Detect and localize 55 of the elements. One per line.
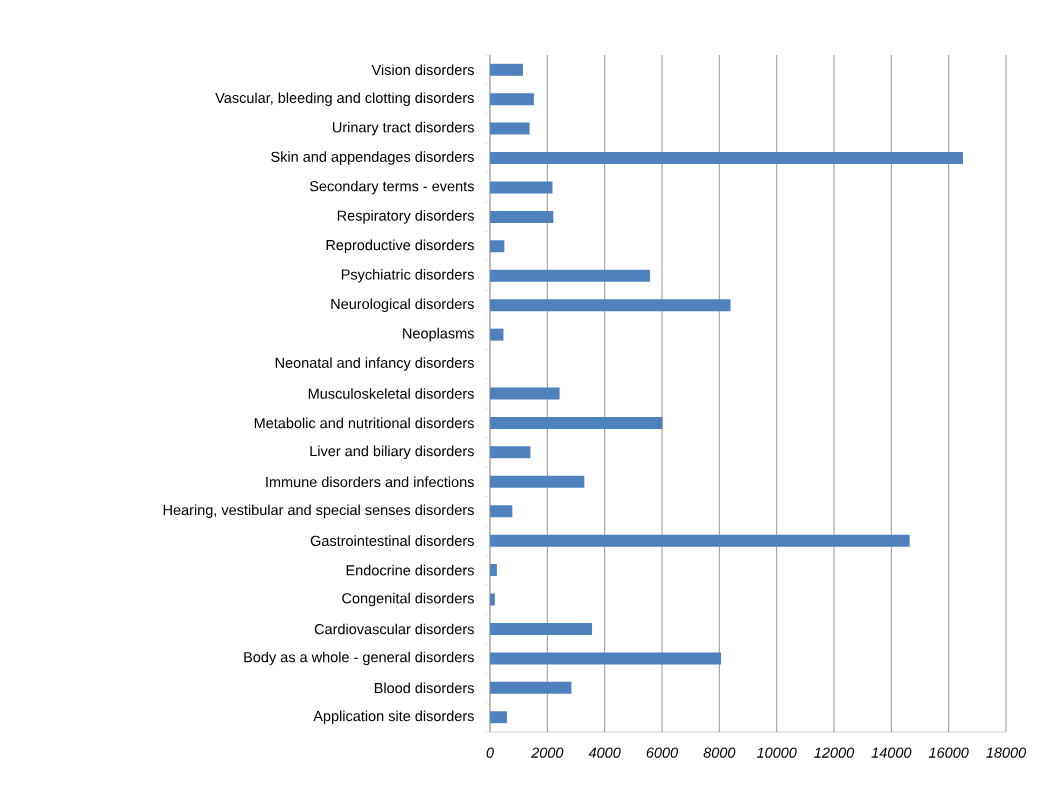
bar (490, 564, 497, 577)
y-tick-label: Metabolic and nutritional disorders (254, 417, 474, 429)
x-tick-label: 4000 (588, 747, 621, 758)
y-tick-label: Vascular, bleeding and clotting disorders (215, 92, 474, 106)
bar (490, 93, 534, 106)
bar (490, 475, 585, 488)
bar (490, 63, 523, 76)
y-tick-label: Application site disorders (313, 710, 474, 725)
bar (490, 593, 495, 606)
x-tick-label: 10000 (756, 747, 797, 758)
bar (490, 181, 553, 194)
y-tick-label: Psychiatric disorders (341, 269, 474, 283)
y-tick-label: Respiratory disorders (337, 210, 474, 224)
x-tick-label: 12000 (814, 747, 855, 758)
bar (490, 416, 663, 429)
x-tick-label: 18000 (986, 747, 1027, 758)
y-tick-label: Congenital disorders (342, 592, 474, 607)
y-tick-label: Gastrointestinal disorders (310, 535, 474, 546)
bar (490, 328, 504, 341)
y-tick-label: Neurological disorders (331, 298, 474, 312)
bar (490, 446, 531, 459)
y-tick-label: Neoplasms (403, 327, 474, 342)
x-tick-label: 6000 (646, 747, 679, 758)
y-tick-label: Body as a whole - general disorders (244, 651, 474, 666)
y-tick-label: Liver and biliary disorders (310, 445, 474, 460)
bar (490, 622, 593, 635)
bar (490, 210, 554, 223)
y-tick-label: Vision disorders (371, 64, 474, 76)
bar (490, 299, 731, 312)
bar (490, 681, 572, 694)
bar (490, 269, 650, 282)
y-tick-label: Skin and appendages disorders (271, 151, 474, 165)
bar (490, 711, 507, 724)
bar (490, 240, 505, 253)
bar (490, 505, 513, 518)
y-tick-label: Secondary terms - events (309, 180, 474, 195)
bar (490, 152, 963, 165)
y-tick-label: Neonatal and infancy disorders (275, 357, 474, 371)
y-tick-label: Immune disorders and infections (266, 476, 474, 488)
y-tick-label: Reproductive disorders (326, 239, 474, 254)
y-tick-label: Cardiovascular disorders (314, 623, 474, 635)
x-tick-label: 2000 (531, 747, 564, 758)
x-tick-label: 14000 (871, 747, 912, 758)
y-tick-label: Blood disorders (374, 682, 474, 694)
bar (490, 387, 560, 400)
bar (490, 652, 722, 665)
x-tick-label: 0 (486, 747, 494, 758)
bar (490, 534, 910, 547)
bar (490, 122, 530, 135)
x-tick-label: 16000 (928, 747, 969, 758)
y-tick-label: Musculoskeletal disorders (308, 388, 474, 399)
y-tick-label: Endocrine disorders (346, 564, 474, 576)
y-tick-label: Hearing, vestibular and special senses disorders (163, 504, 474, 518)
x-tick-label: 8000 (703, 747, 736, 758)
y-tick-label: Urinary tract disorders (332, 121, 474, 136)
